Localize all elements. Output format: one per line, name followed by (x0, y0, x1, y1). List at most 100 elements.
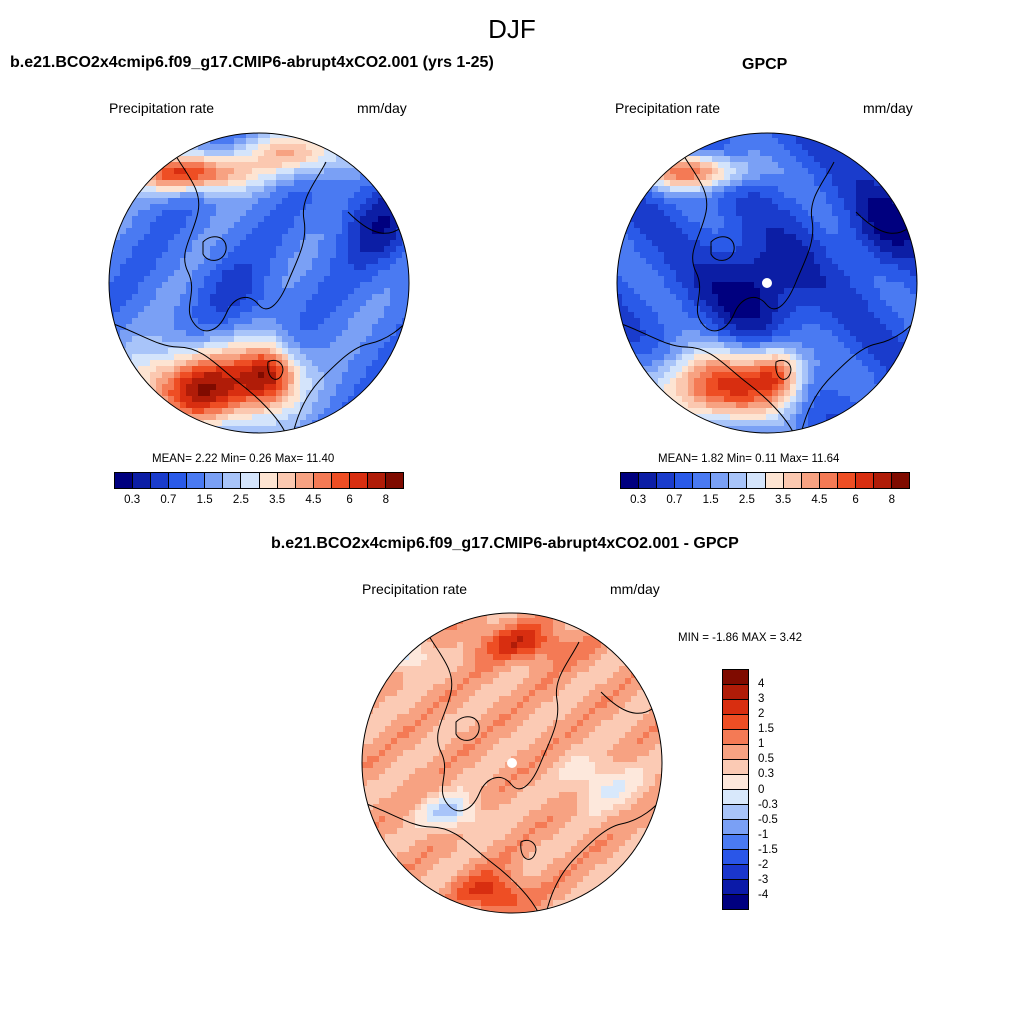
colorbar-swatch (657, 473, 676, 488)
colorbar-swatch (639, 473, 658, 488)
model-panel-title: b.e21.BCO2x4cmip6.f09_g17.CMIP6-abrupt4x… (10, 54, 494, 71)
figure-title: DJF (488, 14, 536, 44)
colorbar-tick-label: -4 (758, 888, 769, 901)
colorbar-swatch (837, 473, 856, 488)
colorbar-swatch (331, 473, 350, 488)
colorbar-tick-label: 6 (852, 494, 859, 506)
colorbar-swatch (723, 880, 748, 895)
obs-polar-map (616, 132, 918, 434)
diff-left-label: Precipitation rate (362, 581, 468, 597)
colorbar-tick-label: -3 (758, 873, 769, 886)
colorbar-swatch (723, 835, 748, 850)
colorbar-tick-label: 1.5 (702, 494, 719, 506)
colorbar-swatch (723, 775, 748, 790)
diff-polar-map (361, 612, 663, 914)
colorbar-tick-label: 0.7 (666, 494, 683, 506)
colorbar-tick-label: 3.5 (269, 494, 286, 506)
colorbar-tick-label: 1.5 (758, 723, 774, 736)
obs-stats: MEAN= 1.82 Min= 0.11 Max= 11.64 (658, 453, 840, 465)
colorbar-tick-label: 0.3 (124, 494, 141, 506)
colorbar-tick-label: 0 (758, 783, 765, 796)
colorbar-tick-label: -0.5 (758, 813, 778, 826)
colorbar-tick-label: 1.5 (196, 494, 213, 506)
obs-colorbar (620, 472, 910, 489)
colorbar-swatch (711, 473, 730, 488)
obs-colorbar-ticks: 0.3 0.7 1.5 2.5 3.5 4.5 6 8 (620, 494, 910, 508)
colorbar-swatch (723, 700, 748, 715)
colorbar-tick-label: 6 (346, 494, 353, 506)
map-border (616, 132, 918, 434)
colorbar-tick-label: 8 (382, 494, 390, 506)
colorbar-tick-label: 4.5 (811, 494, 828, 506)
model-stats: MEAN= 2.22 Min= 0.26 Max= 11.40 (152, 453, 335, 465)
colorbar-tick-label: 8 (888, 494, 896, 506)
coastlines (617, 141, 917, 433)
colorbar-swatch (873, 473, 892, 488)
colorbar-tick-label: 1 (758, 738, 765, 751)
diff-panel-title: b.e21.BCO2x4cmip6.f09_g17.CMIP6-abrupt4x… (271, 535, 739, 552)
model-polar-map (108, 132, 410, 434)
colorbar-swatch (723, 745, 748, 760)
colorbar-swatch (349, 473, 368, 488)
diff-units-label: mm/day (610, 581, 660, 597)
obs-panel-title: GPCP (742, 56, 788, 73)
colorbar-swatch (259, 473, 278, 488)
colorbar-swatch (855, 473, 874, 488)
diff-colorbar-ticks: 4 3 2 1.5 1 0.5 0.3 0 -0.3 -0.5 -1 -1.5 -2 -3 -4 (758, 669, 798, 910)
colorbar-swatch (133, 473, 152, 488)
colorbar-swatch (169, 473, 188, 488)
colorbar-swatch (723, 790, 748, 805)
model-units-label: mm/day (357, 100, 407, 116)
colorbar-tick-label: -0.3 (758, 798, 778, 811)
colorbar-swatch (819, 473, 838, 488)
colorbar-swatch (693, 473, 712, 488)
colorbar-swatch (115, 473, 134, 488)
colorbar-tick-label: 4 (758, 678, 765, 691)
colorbar-swatch (621, 473, 640, 488)
diff-colorbar (722, 669, 749, 910)
colorbar-swatch (723, 805, 748, 820)
colorbar-tick-label: 4.5 (305, 494, 322, 506)
colorbar-swatch (313, 473, 332, 488)
colorbar-tick-label: 2.5 (232, 494, 249, 506)
colorbar-swatch (723, 715, 748, 730)
colorbar-swatch (723, 895, 748, 909)
colorbar-swatch (729, 473, 748, 488)
coastlines (362, 621, 662, 913)
colorbar-tick-label: -2 (758, 858, 769, 871)
diff-stats: MIN = -1.86 MAX = 3.42 (678, 632, 803, 644)
colorbar-tick-label: 0.7 (160, 494, 177, 506)
field-cells (109, 133, 409, 433)
colorbar-swatch (723, 670, 748, 685)
colorbar-swatch (765, 473, 784, 488)
colorbar-tick-label: 3.5 (775, 494, 792, 506)
colorbar-swatch (223, 473, 242, 488)
model-colorbar (114, 472, 404, 489)
colorbar-swatch (277, 473, 296, 488)
colorbar-swatch (723, 760, 748, 775)
colorbar-swatch (723, 730, 748, 745)
colorbar-tick-label: 0.5 (758, 753, 774, 766)
colorbar-swatch (241, 473, 260, 488)
model-left-label: Precipitation rate (109, 100, 215, 116)
colorbar-tick-label: 2.5 (738, 494, 755, 506)
colorbar-swatch (295, 473, 314, 488)
colorbar-tick-label: -1 (758, 828, 769, 841)
colorbar-tick-label: 2 (758, 708, 765, 721)
coastlines (109, 141, 409, 433)
colorbar-swatch (675, 473, 694, 488)
colorbar-swatch (385, 473, 403, 488)
map-border (108, 132, 410, 434)
colorbar-swatch (891, 473, 909, 488)
model-colorbar-ticks: 0.3 0.7 1.5 2.5 3.5 4.5 6 8 (114, 494, 404, 508)
colorbar-swatch (723, 820, 748, 835)
colorbar-tick-label: 0.3 (630, 494, 647, 506)
colorbar-swatch (205, 473, 224, 488)
colorbar-swatch (151, 473, 170, 488)
obs-units-label: mm/day (863, 100, 913, 116)
obs-left-label: Precipitation rate (615, 100, 721, 116)
colorbar-swatch (783, 473, 802, 488)
map-border (361, 612, 663, 914)
colorbar-swatch (723, 685, 748, 700)
colorbar-tick-label: 0.3 (758, 768, 774, 781)
